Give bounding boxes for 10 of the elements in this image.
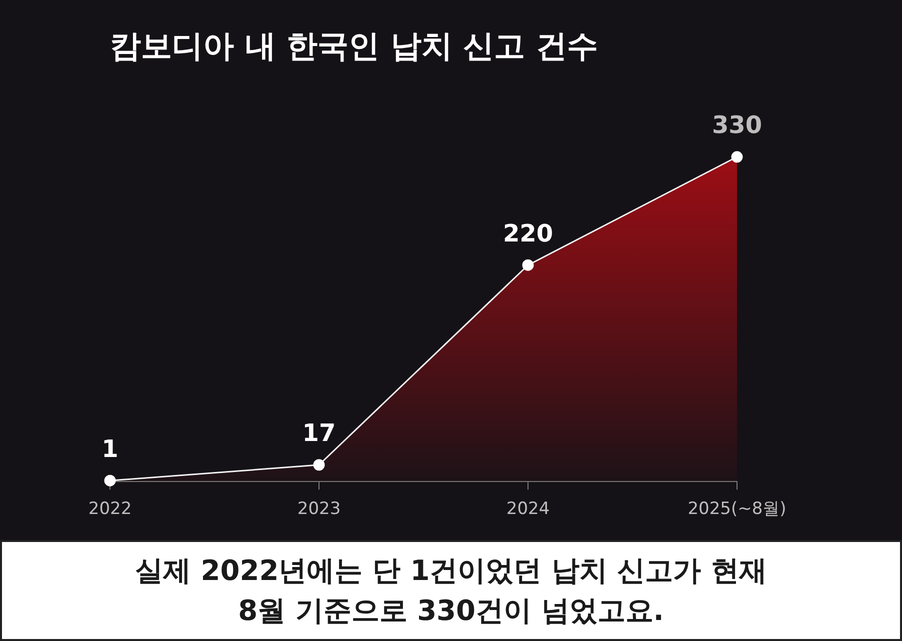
text: 실제 2022년에는 단 1건이었던 납치 신고가 현재 8월 기준으로 330건이 넘었고요.: [134, 552, 768, 628]
x-tick-label: 2023: [297, 499, 341, 520]
x-tick-label: 2025(~8월): [688, 499, 786, 520]
x-tick-label: 2022: [88, 499, 132, 520]
x-tick-label: 2024: [506, 499, 550, 520]
data-label: 220: [502, 219, 554, 248]
data-label: 17: [302, 419, 336, 448]
chart-title: 캄보디아 내 한국인 납치 신고 건수: [110, 28, 598, 65]
data-label: 1: [102, 434, 118, 463]
data-label: 330: [712, 111, 762, 140]
